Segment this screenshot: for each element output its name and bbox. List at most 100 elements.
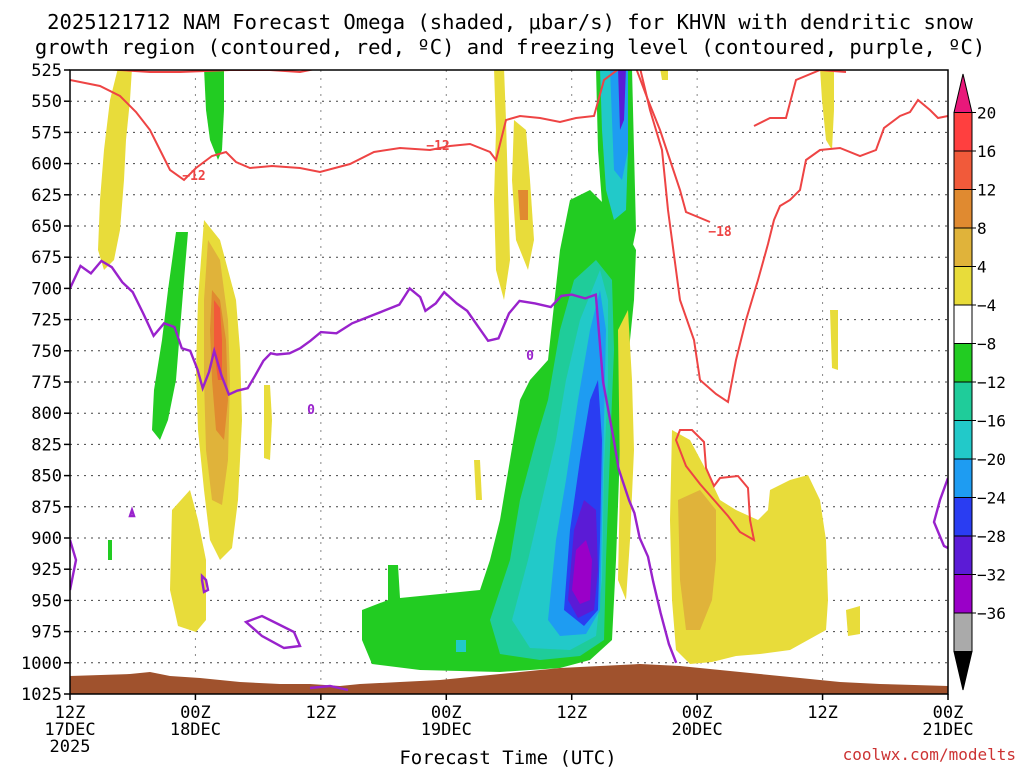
omega-negative-area	[108, 540, 112, 560]
x-tick-label: 21DEC	[922, 720, 973, 740]
y-tick-label: 875	[31, 498, 62, 518]
dendritic-contour-line	[639, 70, 948, 404]
colorbar-label: −32	[977, 566, 1006, 585]
omega-positive-area	[660, 70, 668, 80]
x-tick-label: 2025	[50, 737, 91, 757]
colorbar-segment	[953, 189, 973, 229]
colorbar-label: −28	[977, 527, 1006, 546]
x-tick-label: 20DEC	[672, 720, 723, 740]
colorbar-segment	[953, 612, 973, 652]
freezing-contour-label: 0	[307, 403, 315, 418]
freezing-contour-label: 0	[526, 349, 534, 364]
dendritic-contour-label: −12	[182, 169, 205, 184]
dendritic-contour-label: −18	[708, 225, 732, 240]
colorbar-segment	[953, 150, 973, 190]
x-tick-label: 12Z	[556, 703, 587, 723]
colorbar-segment	[953, 535, 973, 575]
freezing-level-line	[932, 477, 948, 550]
x-tick-label: 12Z	[55, 703, 86, 723]
y-tick-label: 750	[31, 342, 62, 362]
freezing-level-line	[70, 539, 78, 591]
x-tick-label: 00Z	[180, 703, 211, 723]
colorbar-segment	[953, 651, 973, 691]
omega-positive-area	[264, 385, 272, 460]
y-tick-label: 900	[31, 529, 62, 549]
colorbar-label: 8	[977, 219, 987, 238]
x-tick-label: 12Z	[305, 703, 336, 723]
freezing-level-line	[309, 684, 349, 692]
omega-positive-area	[618, 310, 634, 600]
y-tick-label: 1025	[21, 685, 62, 705]
y-tick-label: 975	[31, 623, 62, 643]
chart-title-line2: growth region (contoured, red, ºC) and f…	[35, 35, 985, 59]
terrain-ground	[70, 664, 948, 694]
freezing-level-line	[128, 506, 136, 518]
colorbar-label: 4	[977, 258, 987, 277]
plot-area: −12 −12 −18 0 0	[70, 70, 948, 694]
y-tick-label: 625	[31, 186, 62, 206]
x-tick-label: 19DEC	[421, 720, 472, 740]
x-tick-label: 18DEC	[170, 720, 221, 740]
dendritic-contour-line	[674, 429, 756, 542]
omega-positive-area	[98, 70, 132, 270]
colorbar-segment	[953, 112, 973, 152]
credit-text: coolwx.com/modelts	[843, 745, 1016, 764]
y-tick-label: 600	[31, 155, 62, 175]
chart-title-line1: 2025121712 NAM Forecast Omega (shaded, μ…	[47, 10, 973, 34]
colorbar-label: −4	[977, 296, 996, 315]
y-axis-ticks: 525 550 575 600 625 650 675 700 725 750 775 800 825 8…	[21, 61, 70, 705]
omega-positive-area	[474, 460, 482, 500]
omega-positive-area	[846, 606, 860, 636]
colorbar-segment	[953, 304, 973, 344]
omega-shading	[98, 70, 860, 672]
colorbar-label: −8	[977, 335, 996, 354]
y-tick-label: 725	[31, 311, 62, 331]
colorbar-segment	[953, 497, 973, 537]
colorbar-segment	[953, 343, 973, 383]
x-tick-label: 17DEC	[44, 720, 95, 740]
x-tick-label: 12Z	[807, 703, 838, 723]
y-tick-label: 850	[31, 467, 62, 487]
y-tick-label: 650	[31, 217, 62, 237]
omega-positive-area	[518, 190, 528, 220]
omega-negative-area	[456, 640, 466, 652]
y-tick-label: 550	[31, 92, 62, 112]
omega-negative-area	[152, 232, 188, 440]
x-tick-label: 00Z	[682, 703, 713, 723]
colorbar-label: −12	[977, 373, 1006, 392]
colorbar-segment	[953, 227, 973, 267]
freezing-level-line	[70, 259, 678, 664]
y-tick-label: 700	[31, 279, 62, 299]
omega-negative-area	[572, 540, 592, 604]
colorbar-segment	[953, 420, 973, 460]
y-tick-label: 800	[31, 404, 62, 424]
colorbar-label: −24	[977, 489, 1006, 508]
y-tick-label: 775	[31, 373, 62, 393]
freezing-level-line	[243, 614, 302, 650]
colorbar-segment	[953, 381, 973, 421]
x-tick-label: 00Z	[431, 703, 462, 723]
dendritic-contour-line	[70, 70, 619, 182]
freezing-level-line	[200, 573, 210, 594]
x-tick-label: 00Z	[933, 703, 964, 723]
omega-positive-area	[494, 70, 510, 300]
colorbar-segment	[953, 266, 973, 306]
colorbar: 20 16 12 8 4 −4 −8 −12 −16 −20 −24 −28 −32 −36	[953, 73, 1006, 691]
y-tick-label: 950	[31, 591, 62, 611]
omega-positive-area	[830, 310, 838, 370]
y-tick-label: 925	[31, 560, 62, 580]
colorbar-label: 16	[977, 142, 996, 161]
omega-positive-area	[678, 490, 716, 630]
colorbar-label: −20	[977, 450, 1006, 469]
omega-negative-area	[204, 70, 224, 160]
colorbar-segment	[953, 574, 973, 614]
y-tick-label: 825	[31, 435, 62, 455]
colorbar-label: 20	[977, 104, 996, 123]
colorbar-label: −36	[977, 604, 1006, 623]
omega-positive-area	[170, 490, 206, 632]
colorbar-label: −16	[977, 412, 1006, 431]
colorbar-label: 12	[977, 181, 996, 200]
colorbar-segment	[953, 458, 973, 498]
